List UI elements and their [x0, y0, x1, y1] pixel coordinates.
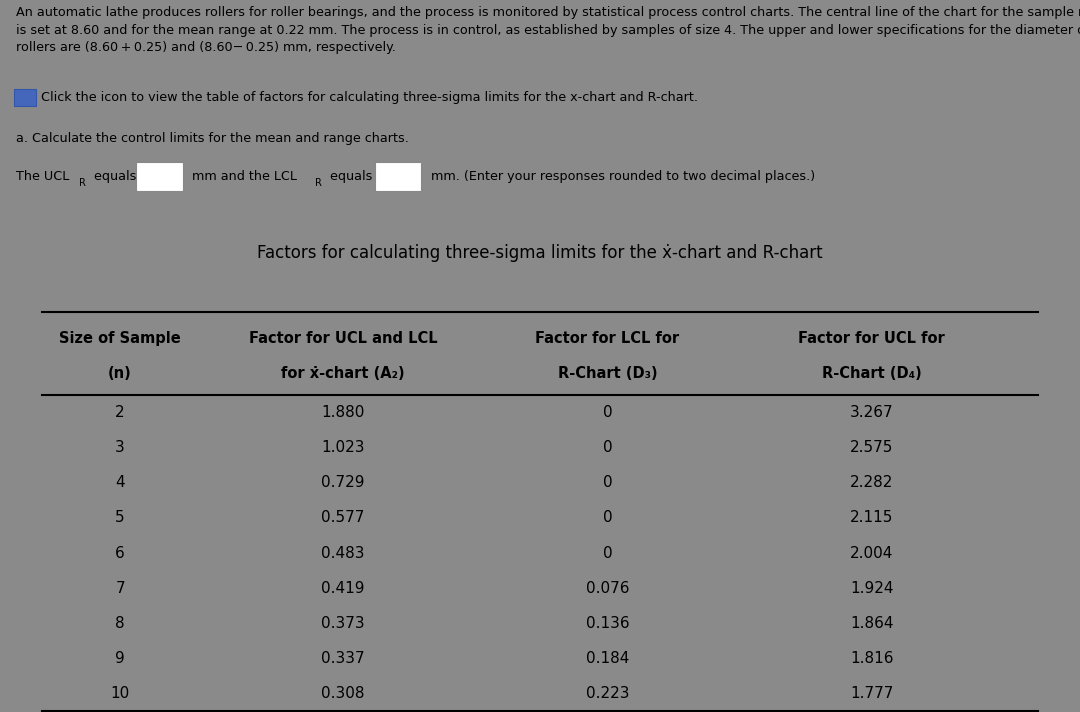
Text: The UCL: The UCL: [16, 170, 69, 183]
Text: 0: 0: [603, 440, 612, 455]
Text: 0: 0: [603, 405, 612, 420]
Text: for ẋ-chart (A₂): for ẋ-chart (A₂): [281, 365, 405, 380]
Bar: [14, 89, 36, 105]
Text: 0.337: 0.337: [321, 651, 365, 666]
Text: 1.816: 1.816: [850, 651, 893, 666]
Text: 1.864: 1.864: [850, 616, 893, 631]
Text: equals: equals: [90, 170, 140, 183]
Text: 0.184: 0.184: [585, 651, 629, 666]
Text: 7: 7: [116, 580, 125, 596]
Text: 3.267: 3.267: [850, 405, 893, 420]
Text: 0.076: 0.076: [585, 580, 630, 596]
Text: 1.924: 1.924: [850, 580, 893, 596]
Text: 0.373: 0.373: [321, 616, 365, 631]
Text: 2.575: 2.575: [850, 440, 893, 455]
Text: 5: 5: [116, 511, 125, 525]
Bar: [136, 162, 183, 191]
Text: Size of Sample: Size of Sample: [59, 331, 181, 347]
Text: 0: 0: [603, 511, 612, 525]
Text: 0.223: 0.223: [585, 686, 630, 701]
Text: a. Calculate the control limits for the mean and range charts.: a. Calculate the control limits for the …: [16, 132, 409, 145]
Text: Factors for calculating three-sigma limits for the ẋ-chart and R-chart: Factors for calculating three-sigma limi…: [257, 244, 823, 262]
Bar: [375, 162, 421, 191]
Text: mm. (Enter your responses rounded to two decimal places.): mm. (Enter your responses rounded to two…: [427, 170, 814, 183]
Text: 8: 8: [116, 616, 125, 631]
Text: R: R: [315, 177, 322, 188]
Text: 0.483: 0.483: [321, 545, 365, 560]
Text: 2.282: 2.282: [850, 476, 893, 491]
Text: 0: 0: [603, 476, 612, 491]
Text: Factor for LCL for: Factor for LCL for: [536, 331, 679, 347]
Text: (n): (n): [108, 365, 132, 380]
Text: 0.136: 0.136: [585, 616, 630, 631]
Text: equals: equals: [326, 170, 377, 183]
Text: 2: 2: [116, 405, 125, 420]
Text: mm and the LCL: mm and the LCL: [188, 170, 297, 183]
Text: 9: 9: [116, 651, 125, 666]
Text: Click the icon to view the table of factors for calculating three-sigma limits f: Click the icon to view the table of fact…: [41, 91, 698, 104]
Text: 10: 10: [110, 686, 130, 701]
Text: 0.419: 0.419: [321, 580, 365, 596]
Text: 2.004: 2.004: [850, 545, 893, 560]
Text: 0.729: 0.729: [321, 476, 365, 491]
Text: 0: 0: [603, 545, 612, 560]
Text: Factor for UCL for: Factor for UCL for: [798, 331, 945, 347]
Text: An automatic lathe produces rollers for roller bearings, and the process is moni: An automatic lathe produces rollers for …: [16, 6, 1080, 54]
Text: 1.023: 1.023: [321, 440, 365, 455]
Text: Factor for UCL and LCL: Factor for UCL and LCL: [248, 331, 437, 347]
Text: R: R: [79, 177, 85, 188]
Text: 1.777: 1.777: [850, 686, 893, 701]
Text: 0.308: 0.308: [321, 686, 365, 701]
Text: R-Chart (D₃): R-Chart (D₃): [557, 365, 658, 380]
Text: R-Chart (D₄): R-Chart (D₄): [822, 365, 921, 380]
Text: 4: 4: [116, 476, 125, 491]
Text: 2.115: 2.115: [850, 511, 893, 525]
Text: 6: 6: [116, 545, 125, 560]
Text: 1.880: 1.880: [322, 405, 365, 420]
Text: 0.577: 0.577: [322, 511, 365, 525]
Text: 3: 3: [116, 440, 125, 455]
